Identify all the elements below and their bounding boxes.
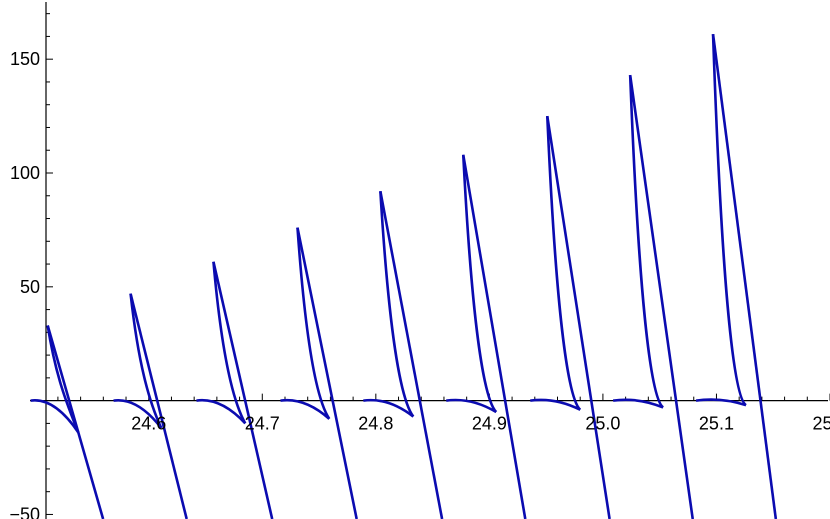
y-tick-label: 150	[10, 49, 40, 69]
branch-axis-arc	[196, 398, 247, 425]
branch-axis-arc	[695, 398, 747, 407]
branch-axis-arc	[612, 398, 664, 409]
x-tick-label: 24.7	[245, 414, 280, 434]
branch-steep-line	[379, 190, 444, 519]
branch-decay-curve	[628, 75, 665, 409]
branch-steep-line	[711, 33, 778, 519]
x-tick-label: 25.1	[699, 414, 734, 434]
y-tick-label: −50	[9, 504, 40, 519]
x-tick-label: 25.0	[585, 414, 620, 434]
x-tick-labels: 24.6 24.7 24.8 24.9 25.0 25.1 25.2	[131, 414, 830, 434]
branch-steep-line	[545, 115, 611, 519]
x-tick-label: 24.9	[472, 414, 507, 434]
y-ticks	[46, 13, 53, 515]
y-tick-label: 100	[10, 163, 40, 183]
branch-decay-curve	[461, 154, 498, 413]
branch-decay-curve	[46, 325, 80, 433]
branch-decay-curve	[212, 261, 247, 425]
branch-steep-line	[461, 154, 527, 519]
y-tick-label: 50	[20, 277, 40, 297]
x-tick-label: 24.6	[131, 414, 166, 434]
branch-decay-curve	[129, 293, 163, 429]
branch-decay-curve	[711, 34, 747, 407]
x-tick-label: 24.8	[358, 414, 393, 434]
y-tick-labels: 150 100 50 −50	[9, 49, 40, 519]
branch-decay-curve	[379, 191, 415, 418]
branch-axis-arc	[446, 398, 497, 414]
branch-decay-curve	[545, 116, 582, 411]
branch-axis-arc	[113, 399, 163, 429]
branch-axis-arc	[30, 399, 80, 434]
branch-axis-arc	[280, 398, 331, 420]
branch-steep-line	[212, 261, 274, 519]
branch-axis-arc	[530, 398, 581, 411]
branch-decay-curve	[296, 227, 331, 420]
branch-steep-line	[296, 227, 358, 519]
branch-steep-line	[129, 293, 188, 519]
branch-axis-arc	[363, 398, 415, 418]
branch-steep-line	[628, 74, 695, 519]
x-tick-label: 25.2	[812, 414, 830, 434]
series-group	[30, 33, 778, 519]
